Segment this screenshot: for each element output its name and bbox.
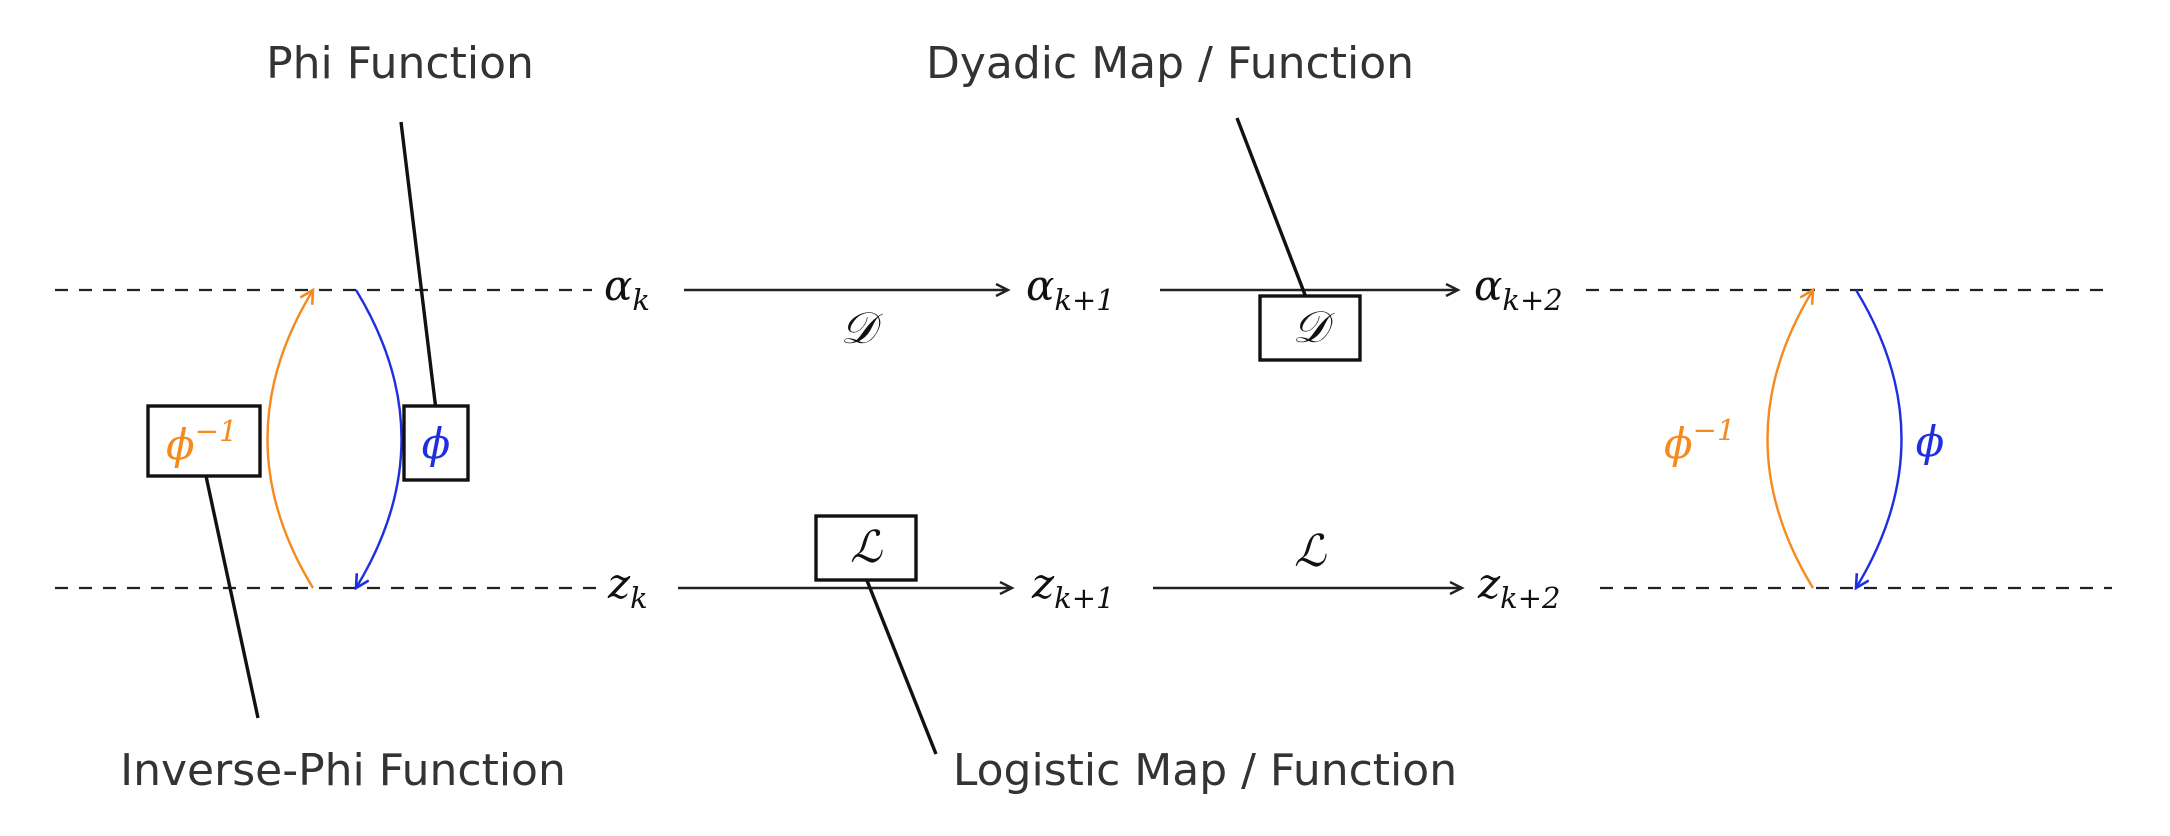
dyadic-map-label: 𝒟 bbox=[840, 303, 883, 354]
left-phi-arrow bbox=[356, 289, 403, 588]
node-alpha-k-plus-1: αk+1 bbox=[1026, 261, 1115, 317]
logistic-map-label: ℒ bbox=[1294, 526, 1327, 577]
inverse-phi-leader-line bbox=[204, 475, 260, 719]
right-phi-arrow bbox=[1856, 289, 1903, 588]
left-phi-label: ϕ bbox=[422, 419, 451, 468]
node-z-k: zk bbox=[607, 559, 648, 615]
phi-function-callout: Phi Function bbox=[266, 38, 534, 89]
logistic-box bbox=[814, 514, 918, 582]
logistic-map-callout: Logistic Map / Function bbox=[953, 745, 1457, 796]
node-alpha-k-plus-2: αk+2 bbox=[1474, 261, 1563, 317]
node-z-k-plus-2: zk+2 bbox=[1477, 559, 1560, 615]
logistic-leader-line bbox=[864, 577, 938, 755]
left-inverse-phi-arrow bbox=[266, 290, 314, 589]
phi-box bbox=[402, 404, 470, 482]
right-phi-label: ϕ bbox=[1916, 417, 1945, 466]
node-alpha-k: αk bbox=[604, 261, 650, 317]
left-inverse-phi-label: ϕ−1 bbox=[166, 414, 237, 469]
node-z-k-plus-1: zk+1 bbox=[1031, 559, 1114, 615]
right-inverse-phi-arrow bbox=[1766, 290, 1814, 589]
boxed-logistic-label: ℒ bbox=[850, 522, 883, 573]
dyadic-map-callout: Dyadic Map / Function bbox=[926, 38, 1414, 89]
inverse-phi-box bbox=[146, 404, 262, 478]
dyadic-box bbox=[1258, 294, 1362, 362]
right-inverse-phi-label: ϕ−1 bbox=[1664, 413, 1735, 468]
phi-leader-line bbox=[399, 121, 438, 411]
inverse-phi-function-callout: Inverse-Phi Function bbox=[120, 745, 566, 796]
dyadic-leader-line bbox=[1235, 117, 1309, 301]
